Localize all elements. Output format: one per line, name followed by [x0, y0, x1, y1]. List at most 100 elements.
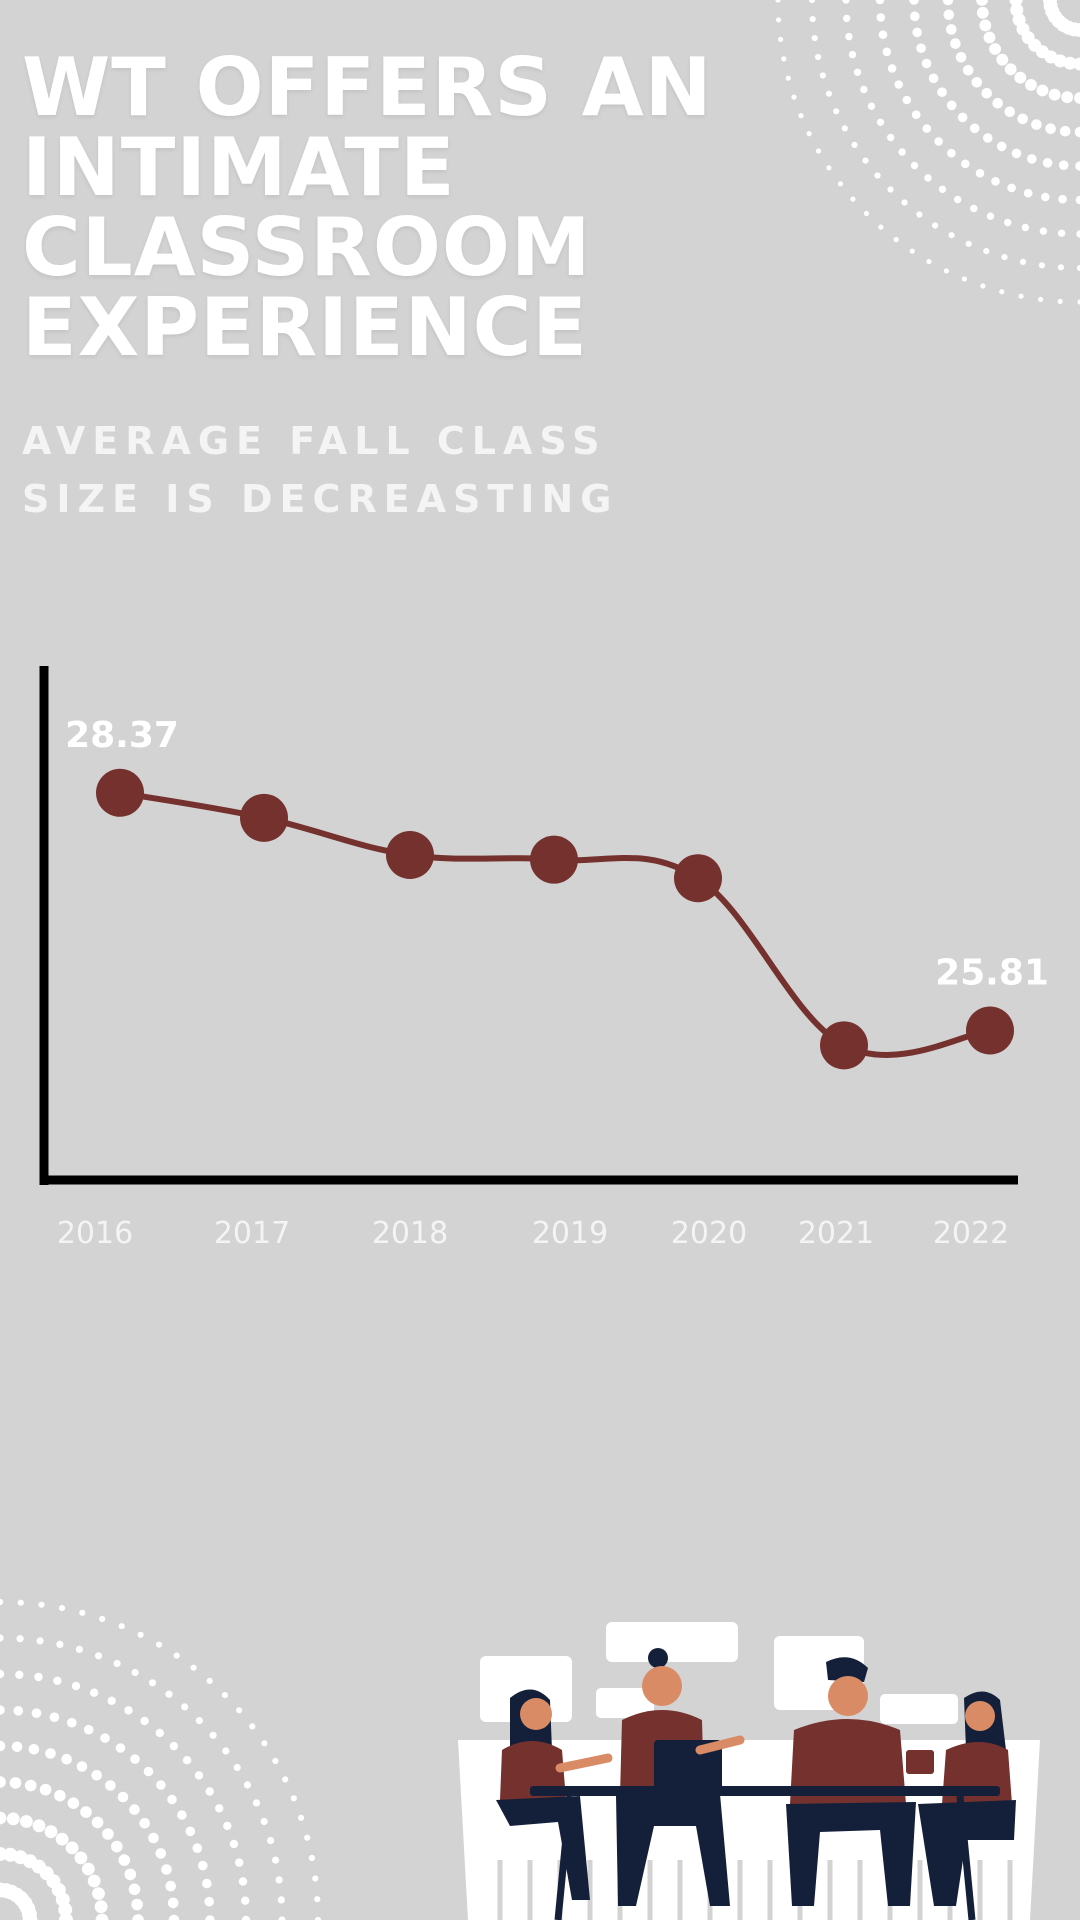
decorative-dot [58, 1902, 73, 1917]
decorative-dot [205, 1915, 215, 1920]
decorative-dot [137, 1631, 144, 1638]
decorative-dot [969, 123, 980, 134]
decorative-dot [916, 211, 923, 218]
data-label: 25.81 [935, 953, 1049, 994]
decorative-dot [943, 268, 949, 274]
decorative-dot [32, 1819, 46, 1833]
decorative-dot [992, 97, 1003, 109]
decorative-dot [999, 289, 1005, 295]
decorative-dot [31, 1708, 42, 1718]
decorative-dot [916, 43, 926, 53]
decorative-dot [1011, 148, 1022, 159]
decorative-dot [825, 90, 832, 97]
decorative-dot [1004, 106, 1016, 118]
decorative-dot [874, 172, 881, 179]
decorative-dot [155, 1641, 163, 1648]
decorative-dot [79, 1609, 86, 1616]
decorative-dot [957, 112, 968, 123]
decorative-dot [955, 52, 967, 63]
decorative-dot [808, 0, 816, 4]
decorative-dot [92, 1887, 105, 1900]
decorative-dot [922, 124, 932, 133]
decorative-dot [277, 1896, 285, 1904]
decorative-dot [1057, 229, 1066, 237]
x-tick-label: 2021 [798, 1216, 874, 1251]
decorative-dot [910, 161, 919, 170]
decorative-dot [1061, 91, 1074, 104]
decorative-dot [173, 1652, 180, 1659]
decorative-dot [819, 72, 826, 79]
decorative-dot [80, 1806, 92, 1818]
decorative-dot [13, 1706, 24, 1716]
decorative-dot [131, 1898, 143, 1911]
decorative-dot [275, 1876, 283, 1884]
decorative-dot [298, 1814, 305, 1821]
decorative-dot [876, 118, 885, 127]
decorative-dot [206, 1677, 213, 1684]
decorative-dot [83, 1724, 94, 1735]
decorative-dot [1012, 13, 1026, 27]
decorative-dot [912, 27, 922, 38]
decorative-dots-top-right [775, 0, 1080, 305]
decorative-dot [1017, 113, 1028, 125]
decorative-dot [798, 113, 804, 119]
decorative-dot [91, 1770, 102, 1781]
decorative-dot [249, 1723, 256, 1730]
decorative-dot [778, 36, 784, 43]
decorative-dot [6, 1812, 20, 1826]
decorative-dot [94, 1652, 103, 1660]
decorative-dot [261, 1740, 268, 1747]
decorative-dot [39, 1783, 52, 1796]
decorative-dot [1075, 161, 1080, 171]
decorative-dot [91, 1816, 104, 1829]
decorative-dot [785, 75, 791, 81]
decorative-dot [272, 1757, 279, 1765]
decorative-dot [314, 1916, 322, 1920]
decorative-dot [1043, 0, 1057, 7]
decorative-dot [1025, 79, 1037, 91]
decorative-dot [169, 1741, 179, 1751]
decorative-dot [902, 95, 912, 105]
decorative-dot [148, 1832, 159, 1844]
decorative-dot [910, 11, 920, 22]
decorative-dot [781, 56, 787, 62]
data-point [386, 831, 434, 879]
decorative-dot [1058, 160, 1069, 170]
decorative-dot [45, 1748, 56, 1759]
decorative-dot [167, 1897, 179, 1909]
decorative-dot [34, 1672, 43, 1682]
decorative-dot [975, 168, 985, 178]
decorative-dot [946, 24, 957, 35]
title-line: EXPERIENCE [22, 281, 588, 374]
decorative-dot [962, 64, 974, 76]
decorative-dot [1057, 298, 1063, 304]
decorative-dot [11, 1741, 23, 1753]
decorative-dot [290, 1795, 297, 1802]
decorative-dot [983, 248, 990, 255]
data-label: 28.37 [65, 715, 179, 756]
decorative-dot [1031, 119, 1042, 130]
decorative-dot [0, 1598, 4, 1606]
decorative-dot [1004, 63, 1017, 76]
decorative-dot [911, 110, 921, 119]
decorative-dot [837, 181, 843, 187]
decorative-dot [76, 1761, 88, 1772]
decorative-dot [87, 1874, 101, 1888]
decorative-dot [165, 1880, 176, 1892]
decorative-dot [67, 1717, 77, 1728]
decorative-dot [1063, 56, 1077, 70]
decorative-dot [81, 1862, 95, 1876]
decorative-dot [1042, 158, 1053, 168]
decorative-dot [950, 38, 961, 49]
decorative-dot [9, 1777, 22, 1789]
decorative-dot [887, 133, 895, 142]
decorative-dot [215, 1804, 224, 1813]
decorative-dot [1001, 254, 1008, 261]
decorative-dot [100, 1733, 110, 1743]
data-points [96, 768, 1014, 1070]
decorative-dot [243, 1781, 252, 1789]
decorative-dot [124, 1706, 133, 1715]
decorative-dot [111, 1840, 123, 1853]
decorative-dot [36, 1637, 44, 1645]
decorative-dot [38, 1601, 45, 1608]
